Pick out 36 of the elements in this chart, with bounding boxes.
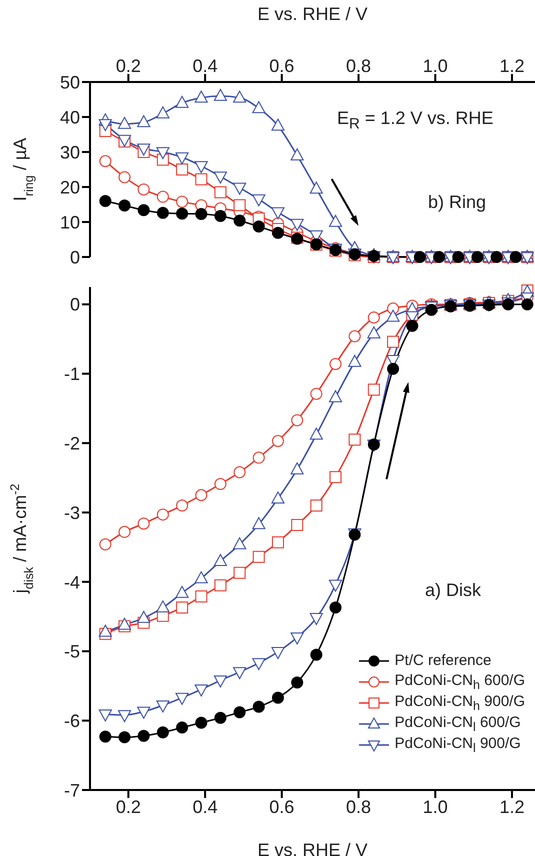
- x-tick-label: 0.6: [269, 796, 294, 817]
- legend-label: PdCoNi-CN$_{l}$ 600/G: [394, 714, 521, 734]
- y-tick-label: 40: [60, 107, 80, 128]
- x-tick-label: 0.6: [269, 56, 294, 76]
- x-axis-title: E vs. RHE / V: [257, 840, 368, 856]
- y-tick-label: 0: [70, 294, 80, 315]
- y-tick-label: -4: [64, 572, 80, 592]
- y-tick-label: 10: [60, 212, 80, 232]
- y-tick-label: -1: [64, 364, 80, 384]
- y-tick-label: 50: [60, 72, 80, 92]
- x-tick-label: 1.2: [499, 796, 524, 817]
- y-tick-label: 20: [60, 177, 80, 198]
- x-tick-label: 0.8: [346, 796, 372, 817]
- y-tick-label: -6: [64, 711, 80, 732]
- legend-label: PdCoNi-CN$_{h}$ 600/G: [394, 672, 525, 692]
- annotation: b) Ring: [428, 192, 486, 213]
- x-tick-label: 1.0: [422, 796, 448, 817]
- y-tick-label: 0: [70, 247, 80, 268]
- legend-label: PdCoNi-CN$_{l}$ 900/G: [394, 734, 521, 754]
- y-tick-label: 30: [60, 142, 80, 162]
- x-tick-label: 1.2: [499, 56, 524, 76]
- x-tick-label: 0.8: [346, 56, 372, 76]
- x-tick-label: 0.4: [192, 56, 218, 76]
- x-tick-label: 0.2: [116, 56, 141, 76]
- y-tick-label: -5: [64, 642, 80, 662]
- annotation: E$_{R}$ = 1.2 V vs. RHE: [337, 108, 494, 133]
- y-tick-label: -3: [64, 502, 80, 523]
- y-tick-label: -2: [64, 433, 80, 454]
- legend-label: PdCoNi-CN$_{h}$ 900/G: [394, 692, 525, 712]
- x-axis-title: E vs. RHE / V: [257, 4, 368, 24]
- x-tick-label: 1.0: [422, 56, 448, 76]
- x-tick-label: 0.2: [116, 796, 141, 817]
- y-tick-label: -7: [64, 780, 80, 800]
- x-tick-label: 0.4: [192, 796, 218, 817]
- annotation: a) Disk: [425, 580, 482, 601]
- legend-label: Pt/C reference: [394, 652, 492, 669]
